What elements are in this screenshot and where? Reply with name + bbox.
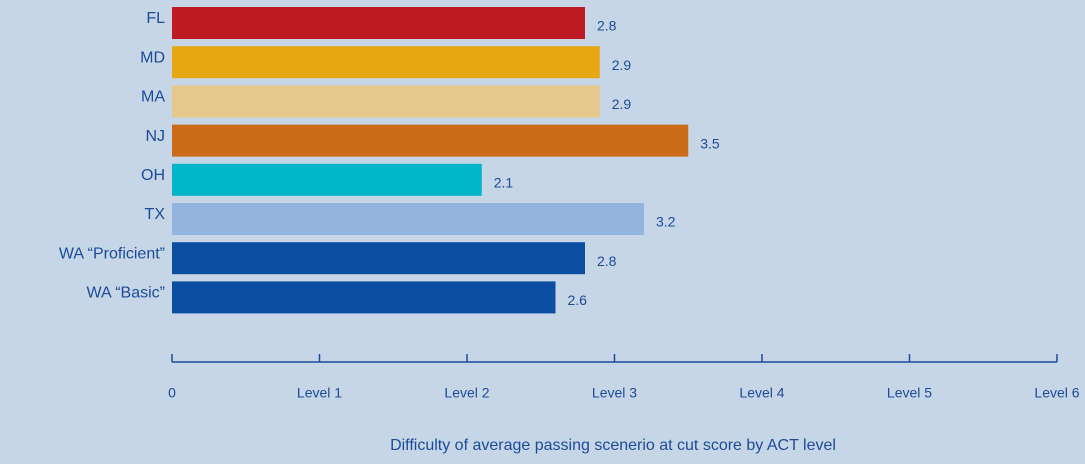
value-label: 2.8 bbox=[597, 253, 617, 269]
category-label: WA “Basic” bbox=[86, 285, 165, 302]
bar bbox=[172, 203, 644, 235]
value-label: 3.5 bbox=[700, 135, 720, 151]
x-tick-label: Level 5 bbox=[887, 385, 932, 401]
value-label: 2.9 bbox=[612, 96, 632, 112]
bar bbox=[172, 163, 482, 196]
value-label: 2.8 bbox=[597, 18, 617, 34]
category-label: MA bbox=[141, 89, 165, 106]
bar bbox=[172, 7, 585, 39]
x-tick-label: 0 bbox=[168, 385, 176, 401]
value-label: 3.2 bbox=[656, 214, 676, 230]
x-tick-label: Level 2 bbox=[444, 385, 489, 401]
x-tick-label: Level 1 bbox=[297, 385, 342, 401]
bar bbox=[172, 242, 585, 275]
bar bbox=[172, 124, 689, 157]
bar bbox=[172, 85, 600, 118]
bar bbox=[172, 46, 600, 79]
value-label: 2.9 bbox=[612, 57, 632, 73]
bar bbox=[172, 281, 556, 314]
x-tick-label: Level 3 bbox=[592, 385, 637, 401]
x-tick-label: Level 4 bbox=[739, 385, 784, 401]
category-label: NJ bbox=[145, 128, 165, 145]
category-label: MD bbox=[140, 49, 165, 66]
category-label: WA “Proficient” bbox=[59, 245, 165, 262]
x-axis-title: Difficulty of average passing scenerio a… bbox=[390, 437, 836, 454]
category-label: OH bbox=[141, 167, 165, 184]
x-tick-label: Level 6 bbox=[1034, 385, 1079, 401]
category-label: TX bbox=[145, 206, 166, 223]
value-label: 2.1 bbox=[494, 175, 514, 191]
value-label: 2.6 bbox=[568, 292, 588, 308]
category-label: FL bbox=[146, 10, 165, 27]
